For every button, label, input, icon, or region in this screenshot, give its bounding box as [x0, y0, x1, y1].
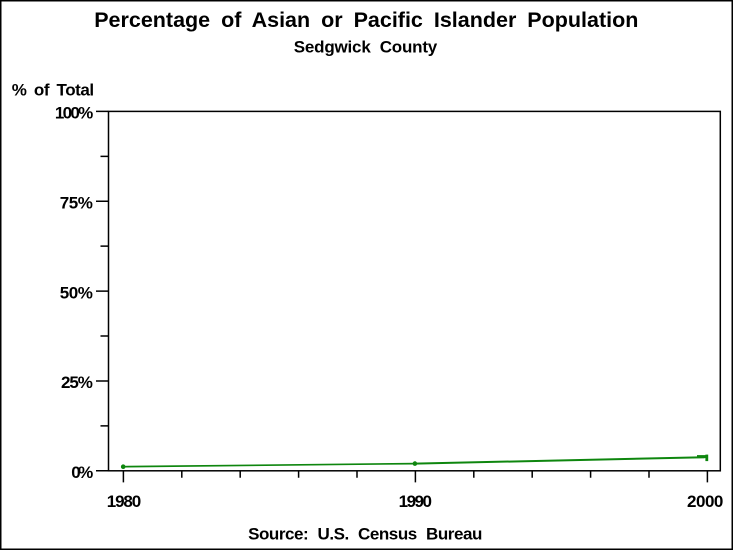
- svg-text:25%: 25%: [61, 373, 93, 392]
- svg-text:75%: 75%: [60, 193, 93, 212]
- svg-text:2000: 2000: [687, 492, 723, 511]
- svg-text:Source: U.S. Census Bureau: Source: U.S. Census Bureau: [248, 525, 482, 544]
- svg-text:0%: 0%: [71, 463, 93, 482]
- svg-text:100%: 100%: [55, 104, 93, 123]
- svg-text:Sedgwick County: Sedgwick County: [294, 37, 438, 56]
- svg-text:% of Total: % of Total: [12, 81, 94, 100]
- svg-text:1990: 1990: [399, 492, 432, 511]
- svg-text:1980: 1980: [107, 492, 141, 511]
- svg-text:50%: 50%: [60, 283, 93, 302]
- svg-text:Percentage of Asian or Pacific: Percentage of Asian or Pacific Islander …: [94, 8, 638, 32]
